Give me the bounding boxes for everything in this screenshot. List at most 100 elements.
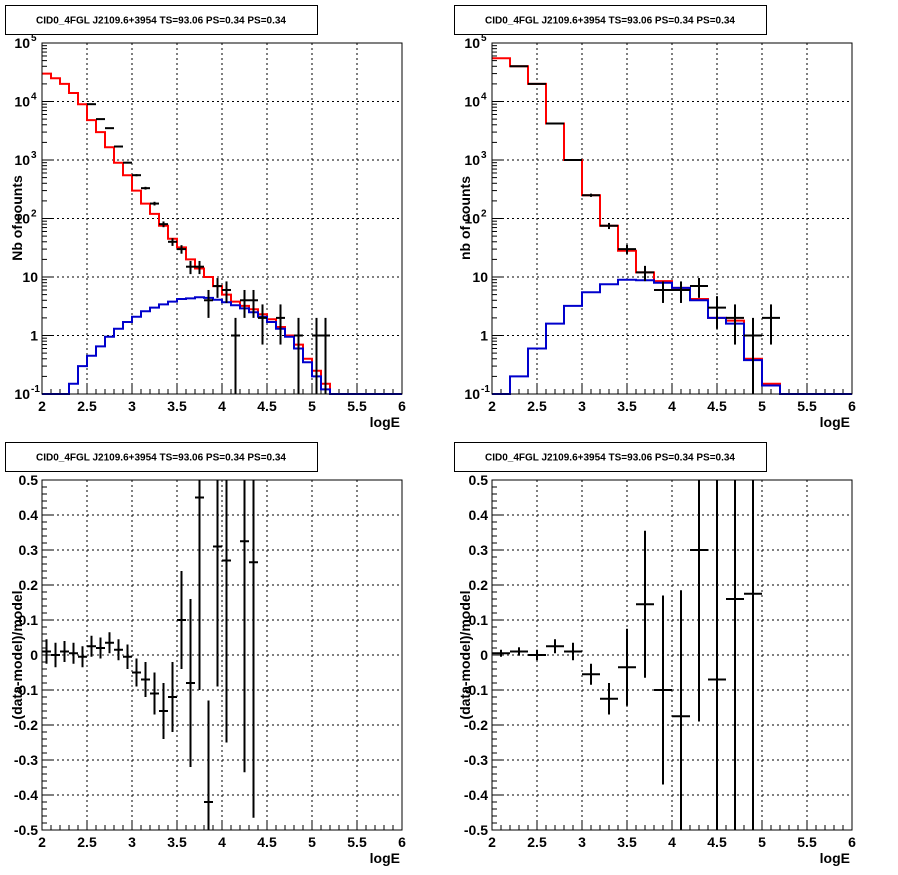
x-tick-label: 2 bbox=[38, 834, 46, 850]
y-tick-label: 0.3 bbox=[19, 542, 39, 558]
y-tick-label: 0.2 bbox=[469, 577, 489, 593]
x-tick-label: 3.5 bbox=[167, 398, 187, 414]
x-tick-label: 4 bbox=[218, 398, 226, 414]
y-tick-exponent: 5 bbox=[481, 33, 487, 44]
y-tick-label: 10 bbox=[14, 211, 30, 227]
x-tick-label: 4.5 bbox=[257, 398, 277, 414]
y-tick-exponent: 2 bbox=[31, 209, 37, 220]
y-tick-label: 10 bbox=[14, 152, 30, 168]
x-tick-label: 3.5 bbox=[617, 834, 637, 850]
y-tick-label: 0.4 bbox=[19, 507, 39, 523]
x-tick-label: 3.5 bbox=[167, 834, 187, 850]
y-axis-label: (data-model)/model bbox=[9, 590, 25, 719]
series-source-model bbox=[492, 278, 852, 395]
y-tick-label: -0.1 bbox=[14, 682, 38, 698]
y-tick-label: -0.3 bbox=[464, 752, 488, 768]
plot-frame bbox=[41, 42, 403, 395]
x-tick-label: 4.5 bbox=[257, 834, 277, 850]
x-tick-label: 3 bbox=[128, 834, 136, 850]
x-tick-label: 2 bbox=[38, 398, 46, 414]
y-tick-label: -0.5 bbox=[14, 822, 38, 838]
y-tick-label: 10 bbox=[14, 35, 30, 51]
title-box bbox=[454, 5, 767, 35]
x-tick-label: 5.5 bbox=[797, 398, 817, 414]
x-tick-label: 5 bbox=[308, 398, 316, 414]
y-tick-exponent: 2 bbox=[481, 209, 487, 220]
x-tick-label: 3 bbox=[578, 398, 586, 414]
y-tick-exponent: 5 bbox=[31, 33, 37, 44]
chart-title: CID0_4FGL J2109.6+3954 TS=93.06 PS=0.34 … bbox=[485, 453, 735, 464]
grid bbox=[41, 42, 403, 395]
series-data-points bbox=[42, 480, 258, 830]
y-tick-label: -0.4 bbox=[464, 787, 488, 803]
y-tick-exponent: 3 bbox=[481, 150, 487, 161]
x-tick-label: 6 bbox=[848, 834, 856, 850]
chart-panel-2: CID0_4FGL J2109.6+3954 TS=93.06 PS=0.34 … bbox=[454, 5, 856, 430]
y-tick-label: 0.1 bbox=[469, 612, 489, 628]
y-tick-label: 0.1 bbox=[19, 612, 39, 628]
grid bbox=[41, 479, 403, 831]
y-tick-label: 10 bbox=[472, 269, 488, 285]
title-box bbox=[5, 442, 318, 472]
y-tick-label: 0.5 bbox=[469, 472, 489, 488]
plot-frame bbox=[491, 42, 853, 395]
x-tick-label: 2.5 bbox=[527, 834, 547, 850]
chart-panel-4: CID0_4FGL J2109.6+3954 TS=93.06 PS=0.34 … bbox=[454, 442, 856, 866]
y-tick-exponent: 4 bbox=[31, 92, 37, 103]
x-tick-label: 5 bbox=[758, 398, 766, 414]
x-tick-label: 4 bbox=[668, 834, 676, 850]
y-tick-label: 0 bbox=[480, 647, 488, 663]
y-tick-label: -0.4 bbox=[14, 787, 38, 803]
x-tick-label: 5.5 bbox=[347, 398, 367, 414]
y-tick-label: 10 bbox=[22, 269, 38, 285]
y-tick-label: -0.5 bbox=[464, 822, 488, 838]
x-tick-label: 2.5 bbox=[77, 398, 97, 414]
x-tick-label: 2.5 bbox=[77, 834, 97, 850]
x-axis-label: logE bbox=[370, 414, 400, 430]
x-tick-label: 6 bbox=[398, 398, 406, 414]
y-tick-label: 0.5 bbox=[19, 472, 39, 488]
x-tick-label: 5.5 bbox=[347, 834, 367, 850]
x-axis-label: logE bbox=[370, 850, 400, 866]
y-tick-label: 10 bbox=[464, 94, 480, 110]
y-tick-exponent: -1 bbox=[481, 384, 490, 395]
y-tick-label: -0.3 bbox=[14, 752, 38, 768]
chart-title: CID0_4FGL J2109.6+3954 TS=93.06 PS=0.34 … bbox=[36, 453, 286, 464]
series-data-points bbox=[492, 480, 762, 830]
x-tick-label: 5.5 bbox=[797, 834, 817, 850]
y-axis-label: nb of counts bbox=[457, 176, 473, 260]
x-tick-label: 3.5 bbox=[617, 398, 637, 414]
x-tick-label: 3 bbox=[128, 398, 136, 414]
x-tick-label: 6 bbox=[848, 398, 856, 414]
y-tick-label: 0 bbox=[30, 647, 38, 663]
y-tick-label: 10 bbox=[14, 94, 30, 110]
title-box bbox=[5, 5, 318, 35]
step-line bbox=[42, 296, 402, 395]
x-axis-label: logE bbox=[820, 414, 850, 430]
y-tick-label: -0.1 bbox=[464, 682, 488, 698]
chart-panel-1: CID0_4FGL J2109.6+3954 TS=93.06 PS=0.34 … bbox=[5, 5, 406, 430]
y-tick-exponent: -1 bbox=[31, 384, 40, 395]
y-tick-label: 1 bbox=[480, 328, 488, 344]
x-tick-label: 4 bbox=[668, 398, 676, 414]
y-axis-label: (data-model)/model bbox=[457, 590, 473, 719]
y-tick-label: 10 bbox=[464, 211, 480, 227]
chart-title: CID0_4FGL J2109.6+3954 TS=93.06 PS=0.34 … bbox=[36, 16, 286, 27]
x-tick-label: 2 bbox=[488, 834, 496, 850]
y-tick-label: 0.4 bbox=[469, 507, 489, 523]
x-tick-label: 5 bbox=[758, 834, 766, 850]
chart-panel-3: CID0_4FGL J2109.6+3954 TS=93.06 PS=0.34 … bbox=[5, 442, 406, 866]
series-data-points bbox=[510, 65, 780, 394]
step-line bbox=[492, 278, 852, 395]
x-tick-label: 5 bbox=[308, 834, 316, 850]
y-axis-label: Nb of counts bbox=[9, 175, 25, 261]
x-tick-label: 2 bbox=[488, 398, 496, 414]
x-tick-label: 4.5 bbox=[707, 834, 727, 850]
x-axis-label: logE bbox=[820, 850, 850, 866]
series-data-points bbox=[87, 103, 330, 394]
series-source-model bbox=[42, 296, 402, 395]
chart-title: CID0_4FGL J2109.6+3954 TS=93.06 PS=0.34 … bbox=[485, 16, 735, 27]
x-tick-label: 3 bbox=[578, 834, 586, 850]
x-tick-label: 4 bbox=[218, 834, 226, 850]
